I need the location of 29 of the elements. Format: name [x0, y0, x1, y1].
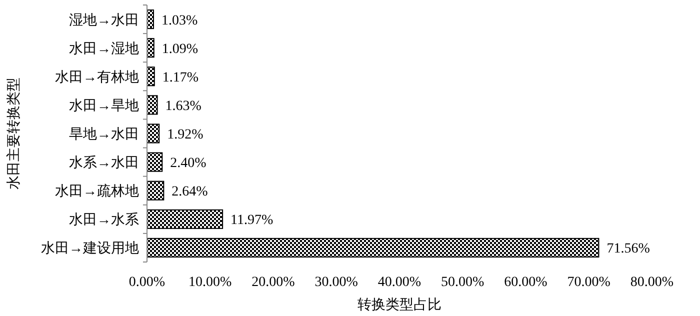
x-tick-label: 20.00% [252, 275, 296, 290]
x-tick-label: 10.00% [188, 275, 232, 290]
data-label: 11.97% [230, 213, 274, 228]
x-tick-label: 70.00% [567, 275, 611, 290]
x-tick-label: 50.00% [441, 275, 485, 290]
y-axis-title: 水田主要转换类型 [6, 78, 22, 190]
y-tick-label: 水田→建设用地 [41, 240, 139, 257]
y-tick-label: 湿地→水田 [69, 12, 139, 28]
data-label: 1.63% [165, 98, 202, 114]
x-tick-label: 0.00% [128, 275, 166, 290]
data-label: 1.92% [167, 128, 204, 142]
data-label: 1.03% [162, 13, 198, 28]
data-label: 71.56% [606, 242, 650, 257]
y-tick-label: 水田→旱地 [69, 98, 139, 114]
y-tick-label: 水田→有林地 [55, 69, 139, 86]
data-label: 2.40% [170, 156, 207, 172]
x-tick-label: 60.00% [504, 275, 548, 290]
y-tick-label: 水田→湿地 [69, 40, 139, 57]
y-tick-label: 水田→水系 [69, 212, 139, 228]
x-tick-label: 40.00% [378, 275, 422, 290]
y-tick-label: 水系→水田 [69, 155, 139, 172]
data-label: 1.09% [162, 42, 198, 57]
x-tick-label: 30.00% [314, 275, 358, 290]
data-label: 2.64% [172, 184, 208, 200]
y-tick-label: 旱地→水田 [69, 126, 139, 142]
y-tick-label: 水田→疏林地 [55, 184, 139, 200]
data-label: 1.17% [162, 70, 199, 86]
x-axis-title: 转换类型占比 [358, 297, 442, 313]
x-tick-label: 80.00% [630, 275, 674, 290]
